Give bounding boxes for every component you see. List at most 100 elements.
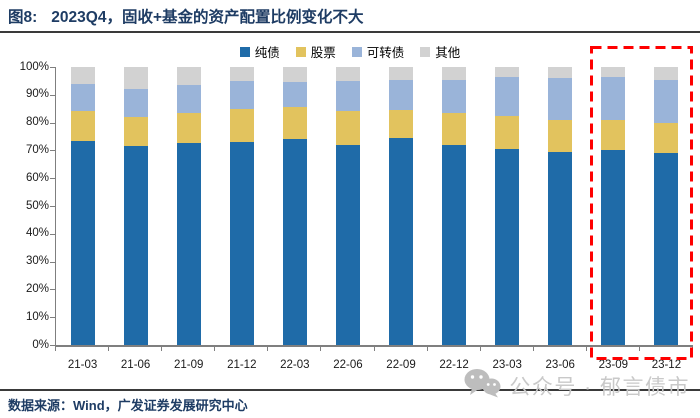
y-tick-mark [50,178,55,180]
x-tick-label: 21-06 [120,359,151,371]
bar-column-22-12 [428,67,481,345]
bar-segment [70,111,95,141]
bar-segment [176,143,201,345]
y-tick-mark [50,345,55,346]
legend-label: 股票 [310,46,336,60]
y-tick-label: 0% [32,338,49,351]
y-tick-mark [50,261,55,263]
y-tick-label: 50% [25,199,49,212]
x-tick-label: 23-09 [598,359,629,371]
x-tick-label: 23-03 [492,359,522,371]
bar-column-22-03 [268,67,321,345]
stacked-bar [654,67,679,345]
bar-segment [70,140,95,345]
legend-label: 纯债 [254,46,280,60]
bar-segment [389,137,413,345]
bar-segment [548,119,573,152]
y-tick-label: 20% [25,282,49,295]
x-tick-label: 22-12 [439,359,469,371]
x-tick-label: 21-03 [67,359,98,371]
legend-swatch [351,46,362,57]
bar-segment [335,67,360,81]
x-tick-label: 23-12 [651,359,682,371]
x-axis-line [55,345,693,347]
legend-label: 可转债 [366,46,405,60]
x-tick-mark [55,347,56,351]
bar-segment [654,153,679,345]
stacked-bar [335,67,360,345]
bar-segment [548,151,573,345]
y-tick-mark [50,289,55,291]
x-tick-mark [585,347,587,351]
y-tick-label: 100% [19,60,49,73]
legend-item: 股票 [295,42,336,61]
bar-segment [601,67,626,77]
y-tick-label: 80% [25,116,49,129]
bar-column-21-12 [215,67,268,345]
bar-segment [176,112,201,144]
bar-segment [335,80,360,112]
bar-segment [442,79,467,113]
bar-segment [601,150,626,345]
legend-swatch [239,46,250,57]
x-tick-mark [532,347,534,351]
bar-segment [601,119,626,151]
stacked-bar [70,67,95,345]
data-source-note: 数据来源：Wind，广发证券发展研究中心 [8,398,248,413]
bar-segment [229,80,254,109]
x-tick-mark [161,347,163,351]
y-tick-label: 30% [25,255,49,268]
stacked-bar [389,67,413,345]
x-tick-mark [320,347,322,351]
y-tick-mark [50,150,55,152]
bar-segment [442,112,467,145]
bar-segment [229,67,254,81]
bar-segment [442,67,467,80]
bar-segment [176,85,201,113]
bar-segment [442,144,467,345]
watermark-text: 公众号 · 郁言债市 [509,376,690,399]
bar-segment [495,115,520,150]
x-tick-label: 23-06 [545,359,575,371]
plot-area [56,67,693,345]
bar-segment [282,82,307,108]
bar-segment [654,122,679,154]
bar-segment [282,139,307,345]
y-tick-label: 60% [25,171,49,184]
x-tick-mark [638,347,640,351]
bar-segment [389,67,413,80]
x-tick-mark [267,347,269,351]
bar-segment [229,108,254,143]
stacked-bar [176,67,201,345]
figure-label: 图8: [8,9,38,26]
bar-segment [335,111,360,145]
bar-column-21-06 [109,67,162,345]
top-divider [0,31,700,33]
y-tick-label: 10% [25,310,49,323]
x-tick-mark [108,347,110,351]
bar-segment [282,107,307,140]
x-tick-mark [373,347,375,351]
stacked-bar [282,67,307,345]
legend-item: 可转债 [351,42,405,61]
bar-segment [70,83,95,112]
bar-column-23-12 [640,67,693,345]
bar-segment [70,67,95,84]
x-tick-label: 22-09 [386,359,416,371]
figure-title: 图8: 2023Q4，固收+基金的资产配置比例变化不大 [8,5,364,27]
x-tick-label: 21-12 [227,359,257,371]
legend-item: 其他 [420,42,460,61]
legend: 纯债 股票 可转债 其他 [0,42,700,61]
bar-column-22-06 [321,67,374,345]
bar-column-23-06 [534,67,587,345]
stacked-bar [601,67,626,345]
bar-column-23-09 [587,67,640,345]
y-tick-mark [50,317,55,319]
bar-segment [495,67,520,77]
legend-item: 纯债 [239,42,280,61]
x-tick-label: 22-03 [280,359,310,371]
bar-segment [123,117,148,147]
bar-segment [123,146,148,345]
bar-segment [229,142,254,345]
legend-label: 其他 [435,46,461,60]
